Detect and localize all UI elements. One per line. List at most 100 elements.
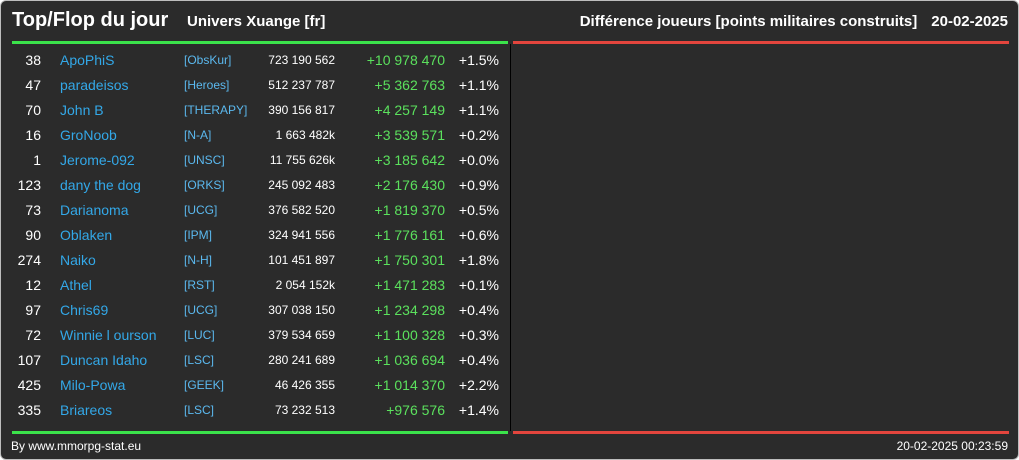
points-difference: +3 539 571 xyxy=(374,127,445,143)
player-points: 390 156 817 xyxy=(268,103,335,117)
table-row: 47 paradeisos [Heroes] 512 237 787 +5 362 76… xyxy=(1,73,511,98)
top-players-list: 38 ApoPhiS [ObsKur] 723 190 562 +10 978 470 +… xyxy=(1,48,511,423)
table-row: 70 John B [THERAPY] 390 156 817 +4 257 149 +1… xyxy=(1,98,511,123)
player-name-link[interactable]: Winnie l ourson xyxy=(60,327,157,343)
page-title: Top/Flop du jour xyxy=(12,9,169,31)
player-points: 1 663 482k xyxy=(275,128,335,142)
percent-change: +0.4% xyxy=(458,352,499,368)
player-points: 2 054 152k xyxy=(275,278,335,292)
player-points: 280 241 689 xyxy=(268,353,335,367)
player-name-link[interactable]: Athel xyxy=(60,277,92,293)
header-date: 20-02-2025 xyxy=(931,13,1008,30)
player-name-link[interactable]: Milo-Powa xyxy=(60,377,126,393)
player-rank: 70 xyxy=(25,102,41,118)
alliance-tag-link[interactable]: [UNSC] xyxy=(184,153,225,167)
player-name-link[interactable]: Oblaken xyxy=(60,227,113,243)
percent-change: +0.3% xyxy=(458,327,499,343)
points-difference: +1 100 328 xyxy=(374,327,445,343)
column-divider xyxy=(510,44,511,431)
points-difference: +2 176 430 xyxy=(374,177,445,193)
points-difference: +5 362 763 xyxy=(374,77,445,93)
alliance-tag-link[interactable]: [UCG] xyxy=(184,303,218,317)
points-difference: +1 036 694 xyxy=(374,352,445,368)
player-name-link[interactable]: paradeisos xyxy=(60,77,129,93)
player-rank: 73 xyxy=(25,202,41,218)
alliance-tag-link[interactable]: [ObsKur] xyxy=(184,53,232,67)
percent-change: +1.4% xyxy=(458,402,499,418)
alliance-tag-link[interactable]: [LSC] xyxy=(184,403,215,417)
table-row: 73 Darianoma [UCG] 376 582 520 +1 819 370 +0.… xyxy=(1,198,511,223)
points-difference: +1 750 301 xyxy=(374,252,445,268)
alliance-tag-link[interactable]: [GEEK] xyxy=(184,378,225,392)
player-points: 723 190 562 xyxy=(268,53,335,67)
player-rank: 425 xyxy=(17,377,41,393)
player-name-link[interactable]: GroNoob xyxy=(60,127,117,143)
table-row: 97 Chris69 [UCG] 307 038 150 +1 234 298 +0.4% xyxy=(1,298,511,323)
credit-link[interactable]: By www.mmorpg-stat.eu xyxy=(11,439,142,453)
top-divider-green xyxy=(12,41,508,44)
percent-change: +0.2% xyxy=(458,127,499,143)
player-name-link[interactable]: John B xyxy=(60,102,104,118)
player-name-link[interactable]: Darianoma xyxy=(60,202,129,218)
player-name-link[interactable]: Briareos xyxy=(60,402,113,418)
player-name-link[interactable]: Naiko xyxy=(60,252,96,268)
ranking-subtitle: Différence joueurs [points militaires co… xyxy=(579,13,918,30)
player-points: 324 941 556 xyxy=(268,228,335,242)
percent-change: +1.1% xyxy=(458,77,499,93)
alliance-tag-link[interactable]: [Heroes] xyxy=(184,78,230,92)
universe-label: Univers Xuange [fr] xyxy=(187,13,326,30)
alliance-tag-link[interactable]: [LSC] xyxy=(184,353,215,367)
points-difference: +10 978 470 xyxy=(366,52,445,68)
player-points: 379 534 659 xyxy=(268,328,335,342)
player-rank: 1 xyxy=(33,152,41,168)
alliance-tag-link[interactable]: [ORKS] xyxy=(184,178,225,192)
alliance-tag-link[interactable]: [THERAPY] xyxy=(184,103,248,117)
alliance-tag-link[interactable]: [N-A] xyxy=(184,128,212,142)
player-rank: 123 xyxy=(17,177,41,193)
table-row: 12 Athel [RST] 2 054 152k +1 471 283 +0.1% xyxy=(1,273,511,298)
alliance-tag-link[interactable]: [IPM] xyxy=(184,228,213,242)
percent-change: +2.2% xyxy=(458,377,499,393)
player-rank: 97 xyxy=(25,302,41,318)
player-rank: 38 xyxy=(25,52,41,68)
player-rank: 16 xyxy=(25,127,41,143)
table-row: 425 Milo-Powa [GEEK] 46 426 355 +1 014 370 +2… xyxy=(1,373,511,398)
table-row: 38 ApoPhiS [ObsKur] 723 190 562 +10 978 470 +… xyxy=(1,48,511,73)
player-rank: 72 xyxy=(25,327,41,343)
table-row: 335 Briareos [LSC] 73 232 513 +976 576 +1.4% xyxy=(1,398,511,423)
player-points: 376 582 520 xyxy=(268,203,335,217)
table-row: 16 GroNoob [N-A] 1 663 482k +3 539 571 +0.2% xyxy=(1,123,511,148)
alliance-tag-link[interactable]: [N-H] xyxy=(184,253,212,267)
player-name-link[interactable]: ApoPhiS xyxy=(60,52,115,68)
bottom-divider-green xyxy=(12,431,508,434)
alliance-tag-link[interactable]: [UCG] xyxy=(184,203,218,217)
player-rank: 47 xyxy=(25,77,41,93)
bottom-divider-red xyxy=(513,431,1009,434)
percent-change: +0.6% xyxy=(458,227,499,243)
percent-change: +1.1% xyxy=(458,102,499,118)
player-name-link[interactable]: dany the dog xyxy=(60,177,141,193)
points-difference: +1 471 283 xyxy=(374,277,445,293)
table-row: 90 Oblaken [IPM] 324 941 556 +1 776 161 +0.6% xyxy=(1,223,511,248)
percent-change: +0.0% xyxy=(458,152,499,168)
player-rank: 274 xyxy=(17,252,41,268)
player-name-link[interactable]: Jerome-092 xyxy=(60,152,135,168)
points-difference: +3 185 642 xyxy=(374,152,445,168)
percent-change: +1.8% xyxy=(458,252,499,268)
player-points: 73 232 513 xyxy=(274,403,335,417)
player-name-link[interactable]: Duncan Idaho xyxy=(60,352,148,368)
player-name-link[interactable]: Chris69 xyxy=(60,302,109,318)
table-row: 123 dany the dog [ORKS] 245 092 483 +2 176 4… xyxy=(1,173,511,198)
points-difference: +1 819 370 xyxy=(374,202,445,218)
points-difference: +976 576 xyxy=(386,402,445,418)
alliance-tag-link[interactable]: [LUC] xyxy=(184,328,215,342)
alliance-tag-link[interactable]: [RST] xyxy=(184,278,215,292)
player-rank: 12 xyxy=(25,277,41,293)
points-difference: +1 014 370 xyxy=(374,377,445,393)
player-rank: 90 xyxy=(25,227,41,243)
player-points: 11 755 626k xyxy=(269,153,335,167)
player-points: 512 237 787 xyxy=(268,78,335,92)
percent-change: +0.4% xyxy=(458,302,499,318)
percent-change: +1.5% xyxy=(458,52,499,68)
